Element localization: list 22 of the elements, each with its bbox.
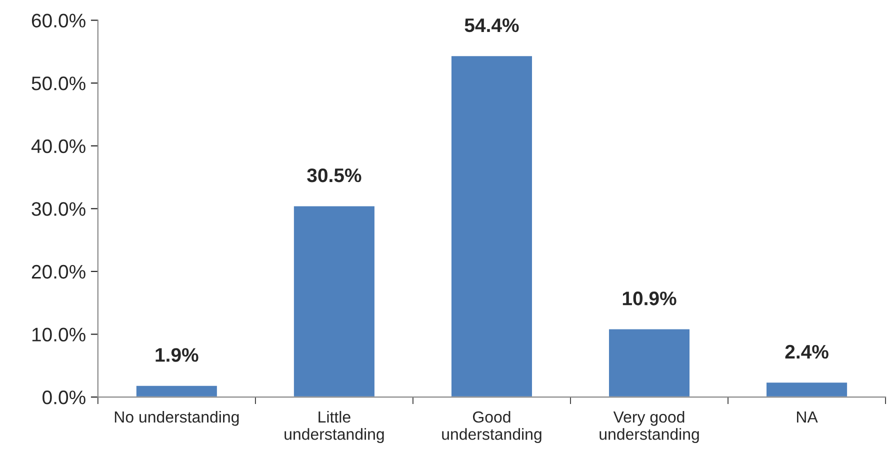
data-label: 2.4% [785,344,828,359]
y-tick-label: 60.0% [32,14,86,28]
y-tick-label: 10.0% [32,328,86,342]
y-tick-label: 50.0% [32,76,86,90]
data-label: 10.9% [622,292,676,306]
bar [135,384,218,398]
y-tick-label: 0.0% [42,390,86,404]
y-tick-label: 30.0% [32,202,86,216]
x-tick-label: Little understanding [284,410,384,444]
y-tick-label: 20.0% [32,264,86,279]
data-label: 30.5% [307,168,362,182]
data-label: 54.4% [464,18,519,32]
bar [608,328,691,398]
x-tick-label: NA [797,412,818,423]
bar [450,54,534,398]
x-tick-label: Good understanding [442,410,542,444]
y-tick-label: 40.0% [31,139,86,154]
x-tick-label: No understanding [114,410,239,426]
x-tick-label: Very good understanding [600,410,699,444]
bar [765,381,848,398]
data-label: 1.9% [156,348,198,362]
bar [292,204,376,398]
